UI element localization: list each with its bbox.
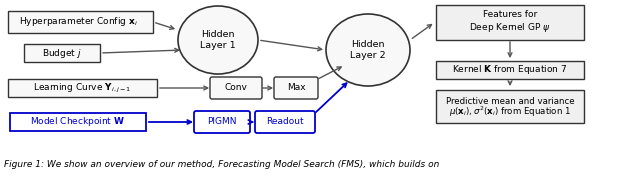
Text: Figure 1: We show an overview of our method, Forecasting Model Search (FMS), whi: Figure 1: We show an overview of our met… <box>4 160 440 169</box>
Text: Predictive mean and variance: Predictive mean and variance <box>445 98 574 106</box>
Text: Hidden
Layer 2: Hidden Layer 2 <box>350 40 386 60</box>
Text: Budget $j$: Budget $j$ <box>42 46 82 59</box>
Ellipse shape <box>178 6 258 74</box>
FancyBboxPatch shape <box>255 111 315 133</box>
Ellipse shape <box>326 14 410 86</box>
Text: Readout: Readout <box>266 118 304 127</box>
Text: Conv: Conv <box>225 83 248 93</box>
Text: Hyperparameter Config $\mathbf{x}_i$: Hyperparameter Config $\mathbf{x}_i$ <box>19 15 138 29</box>
FancyBboxPatch shape <box>274 77 318 99</box>
Text: PIGMN: PIGMN <box>207 118 237 127</box>
FancyBboxPatch shape <box>436 5 584 39</box>
Text: $\mu(\mathbf{x}_i), \sigma^2(\mathbf{x}_i)$ from Equation 1: $\mu(\mathbf{x}_i), \sigma^2(\mathbf{x}_… <box>449 105 571 119</box>
FancyBboxPatch shape <box>210 77 262 99</box>
FancyBboxPatch shape <box>24 44 100 62</box>
Text: Features for
Deep Kernel GP $\psi$: Features for Deep Kernel GP $\psi$ <box>469 10 551 34</box>
FancyBboxPatch shape <box>194 111 250 133</box>
Text: Hidden
Layer 1: Hidden Layer 1 <box>200 30 236 50</box>
FancyBboxPatch shape <box>10 113 146 131</box>
FancyBboxPatch shape <box>436 90 584 122</box>
Text: Learning Curve $\mathbf{Y}_{i,j-1}$: Learning Curve $\mathbf{Y}_{i,j-1}$ <box>33 81 131 95</box>
FancyBboxPatch shape <box>8 79 157 97</box>
FancyBboxPatch shape <box>8 11 152 33</box>
Text: Max: Max <box>287 83 305 93</box>
Text: Model Checkpoint $\mathbf{W}$: Model Checkpoint $\mathbf{W}$ <box>31 115 125 128</box>
Text: Kernel $\mathbf{K}$ from Equation 7: Kernel $\mathbf{K}$ from Equation 7 <box>452 64 568 77</box>
FancyBboxPatch shape <box>436 61 584 79</box>
